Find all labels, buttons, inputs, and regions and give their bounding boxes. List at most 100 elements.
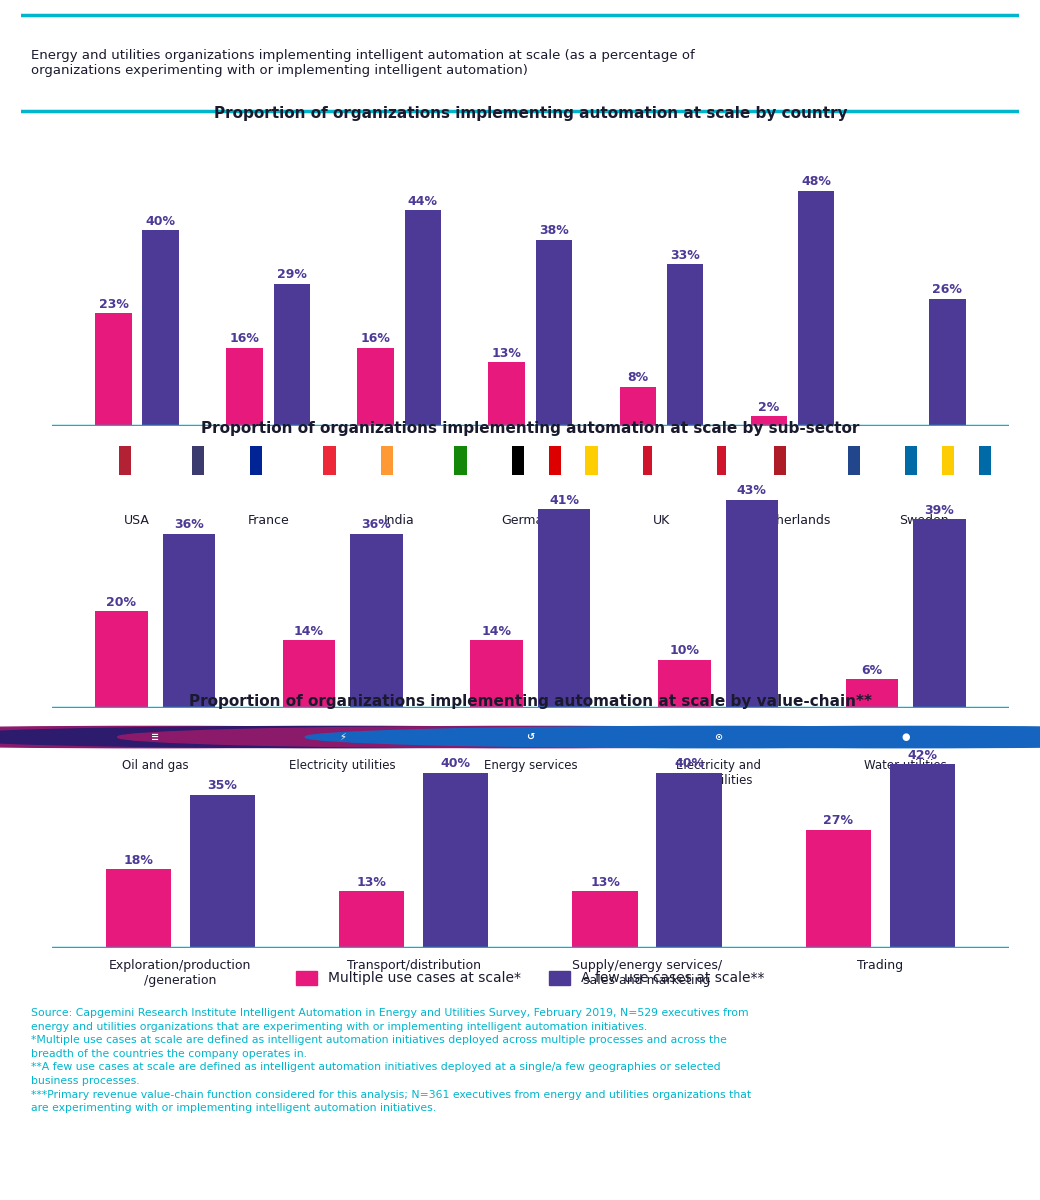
- Bar: [586, 445, 598, 475]
- Bar: [811, 445, 823, 475]
- Text: Supply/energy services/
sales and marketing: Supply/energy services/ sales and market…: [572, 959, 722, 986]
- Bar: [283, 640, 335, 708]
- Bar: [929, 299, 965, 426]
- Text: ⊙: ⊙: [713, 732, 722, 742]
- Text: 35%: 35%: [207, 779, 237, 792]
- Legend: Multiple use cases at scale*, A few use cases at scale**: Multiple use cases at scale*, A few use …: [296, 971, 764, 985]
- Text: Energy and utilities organizations implementing intelligent automation at scale : Energy and utilities organizations imple…: [31, 49, 695, 77]
- Text: 14%: 14%: [294, 625, 324, 637]
- Text: Water utilities: Water utilities: [864, 758, 947, 772]
- Bar: [192, 445, 205, 475]
- Circle shape: [493, 726, 1040, 748]
- Text: 29%: 29%: [277, 269, 307, 282]
- Text: Energy services: Energy services: [484, 758, 577, 772]
- Bar: [538, 509, 591, 708]
- Bar: [95, 611, 148, 708]
- Text: Source: Capgemini Research Institute Intelligent Automation in Energy and Utilit: Source: Capgemini Research Institute Int…: [31, 1008, 751, 1114]
- Text: 36%: 36%: [362, 518, 391, 532]
- Bar: [572, 890, 638, 948]
- Bar: [848, 445, 860, 475]
- Text: 40%: 40%: [441, 757, 471, 770]
- Bar: [846, 679, 899, 708]
- Text: 26%: 26%: [932, 283, 962, 296]
- Text: India: India: [384, 514, 415, 527]
- Text: 44%: 44%: [408, 194, 438, 208]
- Text: 10%: 10%: [669, 644, 699, 658]
- Bar: [489, 362, 525, 426]
- Circle shape: [118, 726, 943, 748]
- Text: 36%: 36%: [174, 518, 204, 532]
- Text: Transport/distribution: Transport/distribution: [346, 959, 480, 972]
- Text: UK: UK: [653, 514, 670, 527]
- Text: 16%: 16%: [361, 332, 391, 346]
- Text: 16%: 16%: [230, 332, 260, 346]
- Bar: [979, 445, 991, 475]
- Bar: [890, 764, 955, 948]
- Bar: [339, 890, 405, 948]
- Text: France: France: [248, 514, 289, 527]
- Text: 6%: 6%: [861, 664, 882, 677]
- Bar: [358, 348, 394, 426]
- Text: 13%: 13%: [492, 347, 522, 360]
- Bar: [798, 191, 834, 426]
- Bar: [717, 445, 726, 475]
- Bar: [536, 240, 572, 426]
- Text: Netherlands: Netherlands: [754, 514, 831, 527]
- Bar: [96, 313, 132, 426]
- Text: 20%: 20%: [106, 595, 136, 608]
- Bar: [423, 773, 489, 948]
- Bar: [350, 534, 402, 708]
- Text: ⚡: ⚡: [339, 732, 346, 742]
- Circle shape: [306, 726, 1040, 748]
- Text: Electricity utilities: Electricity utilities: [289, 758, 396, 772]
- Bar: [227, 348, 263, 426]
- Text: 18%: 18%: [124, 854, 153, 866]
- Text: 14%: 14%: [482, 625, 512, 637]
- Text: 48%: 48%: [801, 175, 831, 188]
- Text: Electricity and
gas utilities: Electricity and gas utilities: [676, 758, 760, 787]
- Bar: [287, 445, 298, 475]
- Bar: [751, 416, 787, 426]
- Title: Proportion of organizations implementing automation at scale by sub-sector: Proportion of organizations implementing…: [201, 420, 860, 436]
- Title: Proportion of organizations implementing automation at scale by country: Proportion of organizations implementing…: [213, 106, 848, 121]
- Bar: [620, 386, 656, 426]
- Text: 43%: 43%: [736, 485, 766, 497]
- Text: 23%: 23%: [99, 298, 129, 311]
- Bar: [905, 445, 917, 475]
- Bar: [142, 230, 179, 426]
- Text: Exploration/production
/generation: Exploration/production /generation: [109, 959, 252, 986]
- Text: 27%: 27%: [824, 815, 854, 828]
- Text: 38%: 38%: [539, 224, 569, 238]
- Bar: [942, 445, 954, 475]
- Text: ●: ●: [902, 732, 910, 742]
- Bar: [806, 829, 872, 948]
- Bar: [726, 499, 778, 708]
- Text: Sweden: Sweden: [899, 514, 948, 527]
- Bar: [189, 794, 255, 948]
- Bar: [549, 445, 561, 475]
- Text: USA: USA: [124, 514, 150, 527]
- Bar: [658, 660, 710, 708]
- Bar: [405, 210, 441, 426]
- Bar: [274, 284, 310, 426]
- Text: 40%: 40%: [674, 757, 704, 770]
- Circle shape: [0, 726, 755, 748]
- Bar: [913, 520, 966, 708]
- Text: 41%: 41%: [549, 494, 579, 506]
- Text: 13%: 13%: [357, 876, 387, 889]
- Bar: [162, 534, 215, 708]
- Bar: [106, 869, 171, 948]
- Bar: [323, 445, 336, 475]
- Bar: [656, 773, 722, 948]
- Text: 8%: 8%: [627, 371, 648, 384]
- Bar: [667, 264, 703, 426]
- Text: 40%: 40%: [146, 215, 176, 228]
- Text: 2%: 2%: [758, 401, 780, 414]
- Text: 13%: 13%: [590, 876, 620, 889]
- Text: ↺: ↺: [526, 732, 535, 742]
- Text: 42%: 42%: [908, 749, 937, 762]
- Bar: [418, 445, 430, 475]
- Bar: [774, 445, 786, 475]
- Bar: [680, 445, 698, 475]
- Title: Proportion of organizations implementing automation at scale by value-chain**: Proportion of organizations implementing…: [189, 694, 872, 709]
